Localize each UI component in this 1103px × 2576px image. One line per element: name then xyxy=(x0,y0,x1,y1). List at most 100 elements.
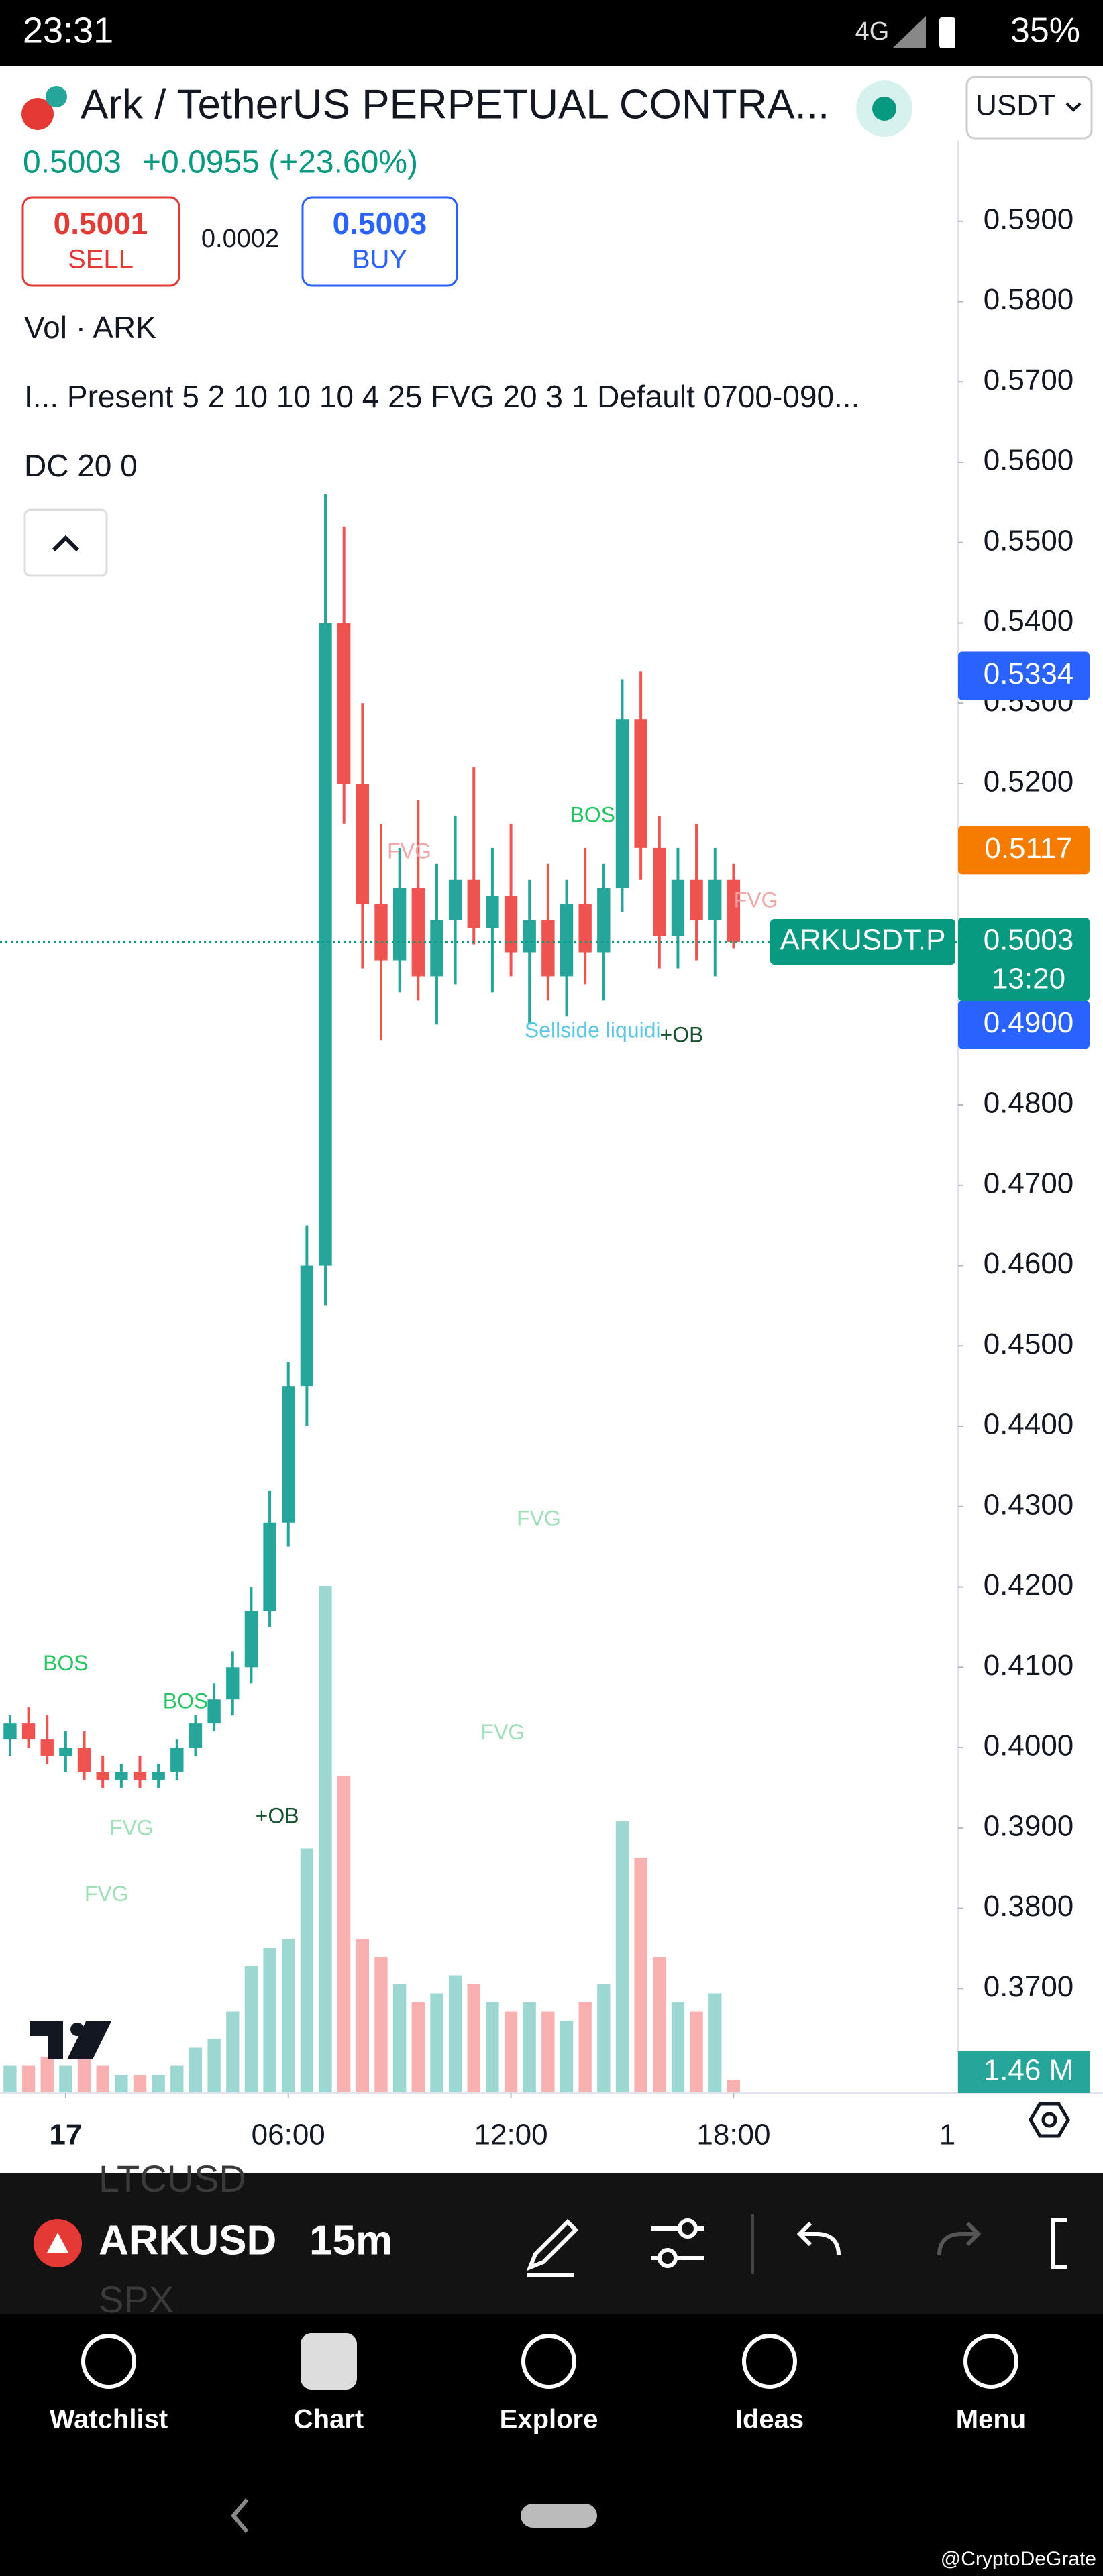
symbol-logo xyxy=(21,98,54,130)
volume-bar xyxy=(263,1948,276,2093)
volume-bar xyxy=(727,2080,741,2093)
y-tick-label: 0.4000 xyxy=(984,1729,1074,1762)
y-tick-label: 0.5800 xyxy=(984,283,1074,316)
countdown: 13:20 xyxy=(992,963,1065,996)
candle-body xyxy=(560,904,574,977)
battery-icon xyxy=(939,17,955,48)
list-item-faded: SPX xyxy=(99,2278,174,2320)
nav-label[interactable]: Menu xyxy=(956,2405,1026,2434)
chart-settings[interactable] xyxy=(1029,2102,1070,2138)
volume-bar xyxy=(486,2002,499,2093)
candle-body xyxy=(541,920,555,977)
interval[interactable]: 15m xyxy=(309,2217,392,2263)
volume-bar xyxy=(374,1957,388,2093)
toolbar-symbol[interactable]: ARKUSD xyxy=(99,2217,276,2263)
y-tick-label: 0.5500 xyxy=(984,524,1074,557)
indicator-legend[interactable]: I... Present 5 2 10 10 10 4 25 FVG 20 3 … xyxy=(24,379,859,414)
price-change: +0.0955 (+23.60%) xyxy=(142,145,418,180)
sell-button[interactable] xyxy=(21,196,180,287)
annotation: BOS xyxy=(43,1651,89,1675)
volume-bar xyxy=(152,2075,165,2093)
volume-bar xyxy=(77,2057,91,2093)
buy-button[interactable] xyxy=(301,196,458,287)
volume-bar xyxy=(690,2011,703,2093)
volume-bar xyxy=(226,2011,240,2093)
nav-label[interactable]: Ideas xyxy=(735,2405,804,2434)
nav-icon xyxy=(963,2334,1018,2389)
candle-body xyxy=(523,920,536,953)
nav-label[interactable]: Chart xyxy=(294,2405,364,2434)
fullscreen[interactable] xyxy=(1051,2218,1067,2269)
watermark: @CryptoDeGrate xyxy=(941,2548,1096,2570)
nav-label[interactable]: Explore xyxy=(500,2405,598,2434)
price-tag xyxy=(958,826,1090,875)
candle-body xyxy=(356,784,370,904)
price-tag-label: 0.4900 xyxy=(984,1006,1074,1039)
back-gesture[interactable] xyxy=(231,2498,249,2533)
indicator-legend[interactable]: Vol · ARK xyxy=(24,310,156,345)
candle-body xyxy=(578,904,592,953)
battery: 35% xyxy=(1010,11,1080,50)
y-tick-label: 0.4300 xyxy=(984,1488,1074,1521)
indicator-legend[interactable]: DC 20 0 xyxy=(24,448,138,483)
home-gesture xyxy=(521,2504,597,2528)
undo[interactable] xyxy=(796,2221,841,2256)
volume-bar xyxy=(21,2065,36,2093)
annotation: FVG xyxy=(387,839,431,863)
volume-bar xyxy=(392,1984,407,2093)
candle-body xyxy=(40,1739,54,1756)
range-button[interactable]: 1 xyxy=(939,2118,955,2151)
redo[interactable] xyxy=(937,2221,982,2256)
candle-body xyxy=(263,1522,276,1611)
annotation: BOS xyxy=(163,1688,209,1713)
candle-body xyxy=(634,719,647,848)
volume-bar xyxy=(282,1939,295,2093)
volume-bar xyxy=(634,1858,647,2093)
buy-label: BUY xyxy=(352,245,407,274)
volume-bar xyxy=(59,2065,72,2093)
sell-price: 0.5001 xyxy=(54,206,148,241)
candle-body xyxy=(21,1723,36,1740)
volume-bar xyxy=(189,2047,203,2093)
volume-bar xyxy=(40,2057,54,2093)
annotation: +OB xyxy=(660,1023,704,1047)
x-tick-label: 06:00 xyxy=(252,2118,325,2151)
price-tag-label: 0.5334 xyxy=(984,657,1074,690)
toolbar xyxy=(0,2173,1103,2314)
chart-settings-center xyxy=(1041,2112,1057,2128)
volume-tag xyxy=(958,2051,1090,2093)
symbol-title[interactable]: Ark / TetherUS PERPETUAL CONTRA... xyxy=(81,81,829,127)
x-tick-label: 18:00 xyxy=(696,2118,770,2151)
y-tick-label: 0.5400 xyxy=(984,604,1074,637)
currency-dropdown[interactable] xyxy=(965,76,1093,140)
candle-body xyxy=(374,904,388,961)
candle-body xyxy=(690,879,703,920)
symbol-tag-label: ARKUSDT.P xyxy=(780,924,946,957)
candle-body xyxy=(77,1748,91,1772)
draw-tool[interactable] xyxy=(526,2218,579,2277)
candle-body xyxy=(337,623,351,784)
currency: USDT xyxy=(976,89,1056,122)
market-status-dot xyxy=(872,97,896,121)
collapse-button[interactable] xyxy=(23,508,108,577)
volume-bar xyxy=(430,1993,443,2093)
volume-bar xyxy=(541,2011,555,2093)
volume-bar xyxy=(3,2065,17,2093)
nav-label[interactable]: Watchlist xyxy=(50,2405,168,2434)
x-tick-label: 12:00 xyxy=(474,2118,548,2151)
y-tick-label: 0.5600 xyxy=(984,444,1074,477)
candle-body xyxy=(411,888,425,977)
buy-price: 0.5003 xyxy=(333,206,427,241)
price-tag xyxy=(958,651,1090,700)
annotation: Sellside liquidi xyxy=(525,1018,661,1042)
y-tick-label: 0.4700 xyxy=(984,1167,1074,1199)
volume-bar xyxy=(578,2002,592,2093)
candle-body xyxy=(467,879,480,928)
candle-body xyxy=(300,1265,314,1387)
candle-body xyxy=(504,896,518,953)
tv-logo xyxy=(30,2021,111,2059)
sell-label: SELL xyxy=(68,245,134,274)
last-price-label: 0.5003 xyxy=(984,924,1074,957)
last-price-tag xyxy=(958,917,1090,1001)
